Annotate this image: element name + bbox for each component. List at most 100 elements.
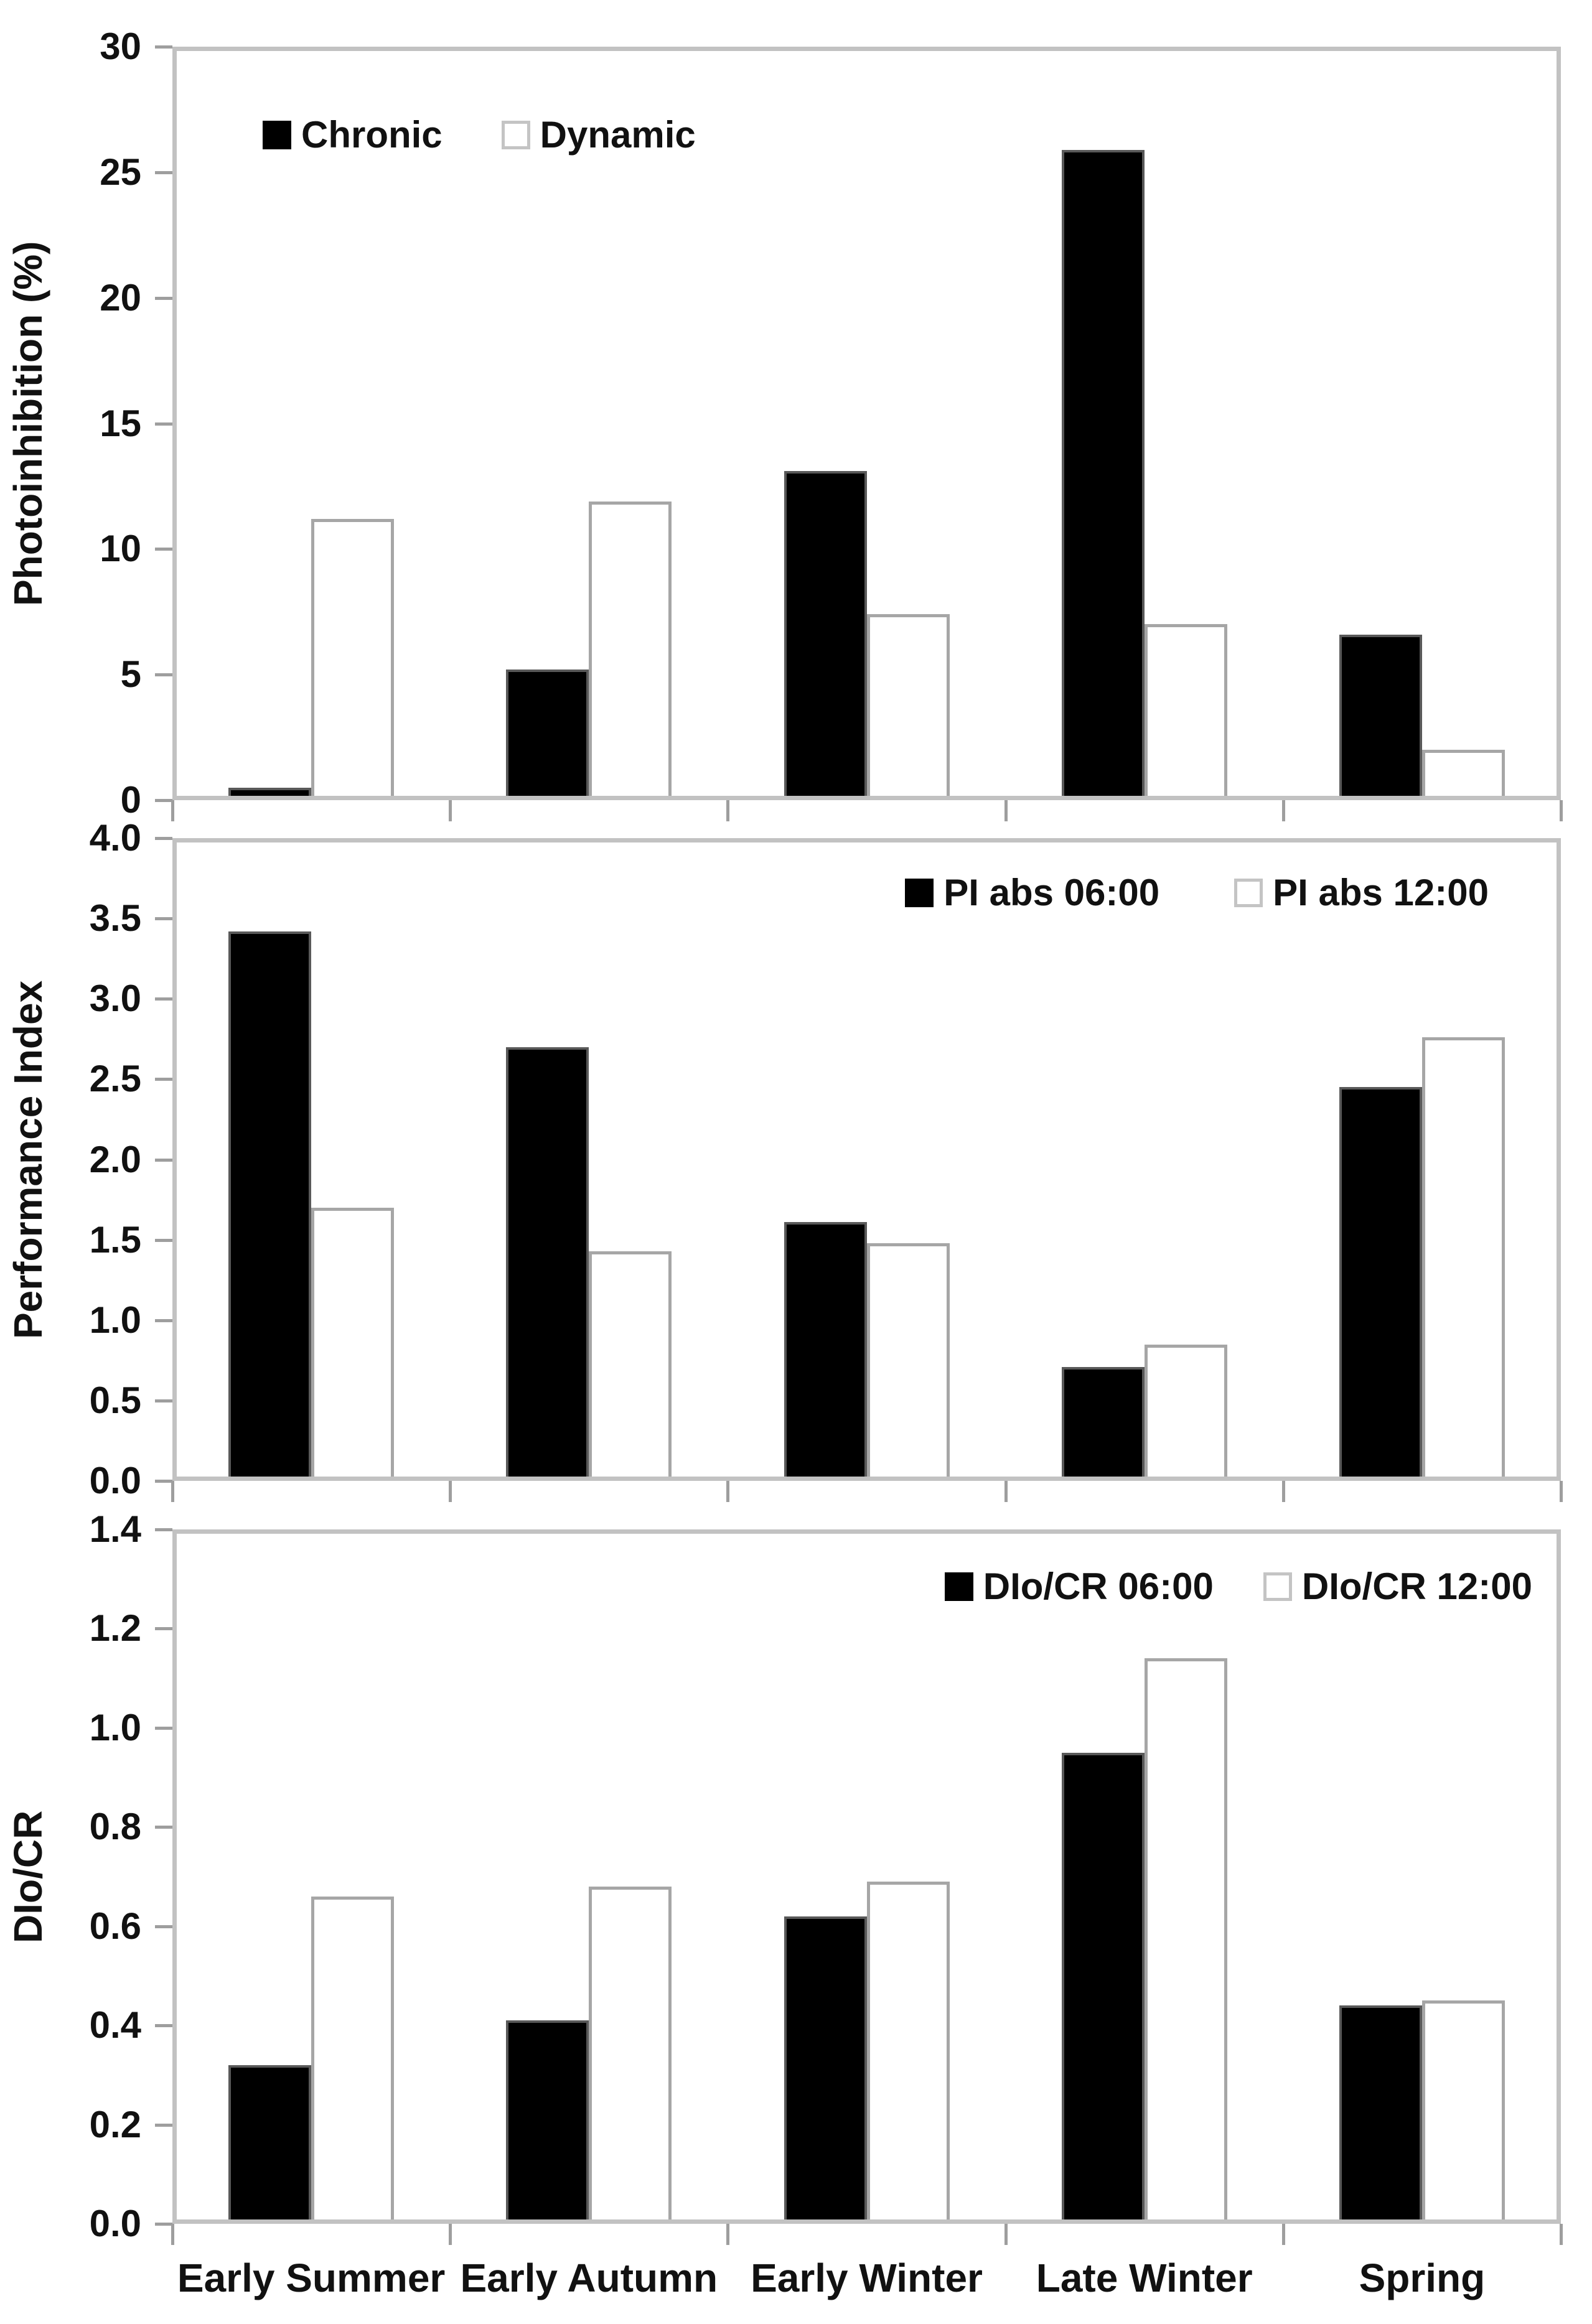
y-tick-mark xyxy=(155,2024,172,2028)
x-tick-mark xyxy=(1004,800,1008,821)
x-tick-mark xyxy=(1004,1481,1008,1502)
y-tick-label: 25 xyxy=(100,151,141,193)
legend-item: Dynamic xyxy=(501,114,696,156)
y-tick-label: 10 xyxy=(100,528,141,570)
bar-dio-cr-12-00-spring xyxy=(1421,2000,1505,2224)
bar-chronic-late-winter xyxy=(1061,149,1145,800)
y-tick-label: 1.0 xyxy=(89,1299,141,1341)
x-tick-mark xyxy=(449,1481,452,1502)
y-tick-mark xyxy=(155,1627,172,1631)
y-tick-mark xyxy=(155,1158,172,1162)
y-tick-label: 0.0 xyxy=(89,2203,141,2244)
x-tick-mark xyxy=(726,2224,730,2245)
y-tick-mark xyxy=(155,45,172,49)
y-tick-mark xyxy=(155,1528,172,1531)
y-tick-label: 0.0 xyxy=(89,1460,141,1501)
y-tick-label: 20 xyxy=(100,276,141,319)
y-tick-label: 0.5 xyxy=(89,1379,141,1421)
x-tick-mark xyxy=(1281,2224,1285,2245)
y-tick-label: 0.6 xyxy=(89,1905,141,1947)
legend-photoinhibition: Chronic Dynamic xyxy=(263,116,696,154)
legend-label: Dynamic xyxy=(540,114,696,156)
bar-chronic-early-autumn xyxy=(506,670,589,800)
y-tick-label: 2.0 xyxy=(89,1138,141,1180)
y-tick-label: 1.2 xyxy=(89,1607,141,1650)
category-label-late-winter: Late Winter xyxy=(1036,2256,1253,2300)
bar-dynamic-early-winter xyxy=(866,614,950,800)
x-tick-mark xyxy=(171,2224,174,2245)
y-tick-mark xyxy=(155,296,172,300)
bar-pi-abs-12-00-early-autumn xyxy=(589,1251,672,1481)
bar-chronic-spring xyxy=(1339,634,1422,800)
bar-pi-abs-12-00-spring xyxy=(1421,1037,1505,1481)
y-tick-mark xyxy=(155,1925,172,1928)
bar-pi-abs-12-00-early-winter xyxy=(866,1243,950,1481)
y-tick-mark xyxy=(155,997,172,1001)
y-tick-mark xyxy=(155,1726,172,1730)
category-label-early-summer: Early Summer xyxy=(177,2256,446,2300)
filled-square-icon xyxy=(944,1572,973,1601)
x-tick-mark xyxy=(1004,2224,1008,2245)
legend-label: Chronic xyxy=(301,114,442,156)
bar-pi-abs-12-00-late-winter xyxy=(1144,1344,1227,1481)
y-tick-label: 15 xyxy=(100,402,141,444)
bar-chronic-early-summer xyxy=(228,787,312,800)
y-tick-mark xyxy=(155,1238,172,1242)
x-tick-mark xyxy=(449,800,452,821)
y-tick-mark xyxy=(155,170,172,174)
y-tick-label: 1.5 xyxy=(89,1218,141,1261)
bar-pi-abs-06-00-early-autumn xyxy=(506,1047,589,1481)
y-tick-label: 3.0 xyxy=(89,978,141,1020)
category-label-spring: Spring xyxy=(1359,2256,1486,2300)
x-tick-mark xyxy=(1560,1481,1563,1502)
bar-dio-cr-06-00-early-autumn xyxy=(506,2020,589,2224)
x-tick-mark xyxy=(1281,1481,1285,1502)
y-tick-mark xyxy=(155,548,172,551)
y-tick-label: 5 xyxy=(120,653,141,696)
y-tick-mark xyxy=(155,917,172,921)
y-tick-label: 0.2 xyxy=(89,2103,141,2145)
x-tick-mark xyxy=(1560,800,1563,821)
x-tick-mark xyxy=(171,1481,174,1502)
bar-dynamic-early-summer xyxy=(311,518,395,800)
legend-item: DIo/CR 06:00 xyxy=(944,1568,1214,1605)
bar-pi-abs-06-00-spring xyxy=(1339,1087,1422,1481)
bar-dio-cr-12-00-late-winter xyxy=(1144,1658,1227,2224)
y-tick-mark xyxy=(155,837,172,840)
dio-cr-chart: DIo/CR 0.0 0.2 0.4 0.6 0.8 1.0 1.2 1.4 DIo/CR 0… xyxy=(6,1511,1563,2245)
photoinhibition-chart: Photoinhibition (%) 0 5 10 15 20 25 30 Chronic… xyxy=(6,28,1563,821)
bar-dio-cr-12-00-early-summer xyxy=(311,1896,395,2224)
y-tick-label: 0.8 xyxy=(89,1806,141,1848)
legend-item: PI abs 06:00 xyxy=(905,874,1159,912)
legend-performance-index: PI abs 06:00 PI abs 12:00 xyxy=(905,874,1489,912)
bar-pi-abs-12-00-early-summer xyxy=(311,1207,395,1481)
y-tick-label: 4.0 xyxy=(89,817,141,859)
y-tick-mark xyxy=(155,1318,172,1322)
open-square-icon xyxy=(1234,879,1263,907)
y-tick-mark xyxy=(155,1078,172,1081)
bar-dynamic-early-autumn xyxy=(589,501,672,800)
y-tick-label: 30 xyxy=(100,26,141,67)
y-tick-label: 0 xyxy=(120,779,141,821)
bar-pi-abs-06-00-early-winter xyxy=(784,1222,867,1481)
y-tick-mark xyxy=(155,422,172,426)
legend-item: PI abs 12:00 xyxy=(1234,874,1489,912)
y-tick-label: 3.5 xyxy=(89,897,141,940)
bar-dynamic-spring xyxy=(1421,750,1505,800)
category-label-early-autumn: Early Autumn xyxy=(460,2256,718,2300)
legend-label: PI abs 06:00 xyxy=(943,872,1160,913)
legend-item: DIo/CR 12:00 xyxy=(1263,1568,1532,1605)
x-tick-mark xyxy=(1281,800,1285,821)
y-tick-mark xyxy=(155,1826,172,1829)
bar-dio-cr-12-00-early-winter xyxy=(866,1881,950,2224)
y-tick-mark xyxy=(155,2223,172,2226)
y-tick-label: 0.4 xyxy=(89,2004,141,2046)
bar-dynamic-late-winter xyxy=(1144,624,1227,800)
legend-label: DIo/CR 12:00 xyxy=(1301,1566,1532,1607)
bar-dio-cr-06-00-early-summer xyxy=(228,2065,312,2224)
y-tick-label: 1.0 xyxy=(89,1706,141,1748)
performance-index-chart: Performance Index 0.0 0.5 1.0 1.5 2.0 2.5 3.0 3… xyxy=(6,819,1563,1502)
legend-dio-cr: DIo/CR 06:00 DIo/CR 12:00 xyxy=(944,1568,1532,1605)
y-tick-mark xyxy=(155,2123,172,2127)
